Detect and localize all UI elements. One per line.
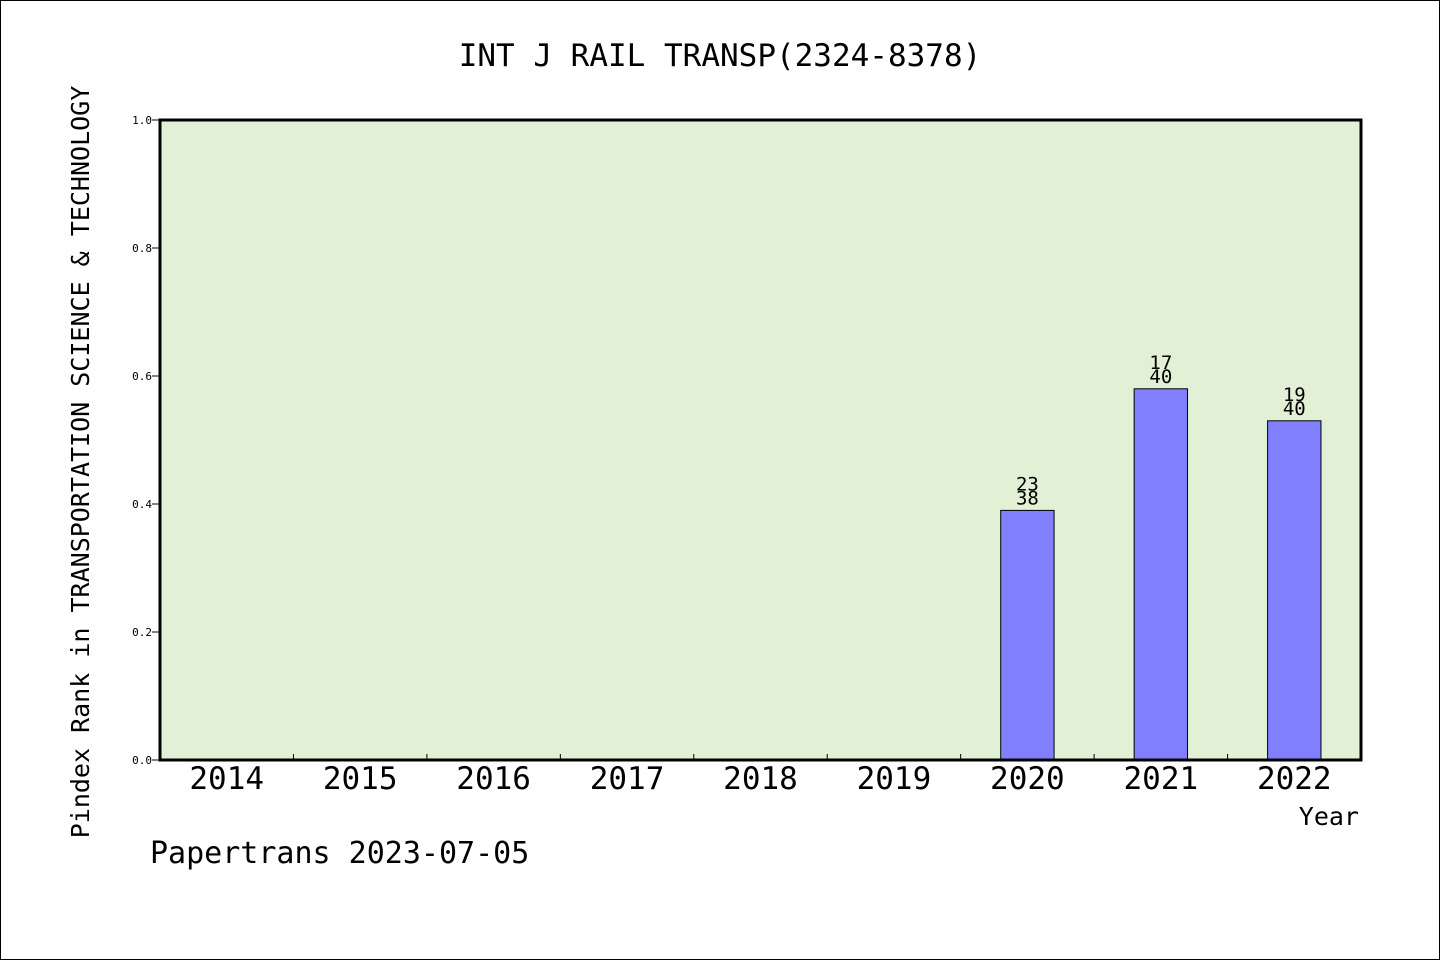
x-tick-label: 2015 [323,761,398,797]
x-tick-label: 2014 [189,761,264,797]
x-tick-label: 2022 [1257,761,1332,797]
bars [1000,388,1322,761]
y-tick-label: 0.6 [132,370,152,383]
bar-rank-label: 17 [1149,352,1172,374]
bar-rank-label: 23 [1016,473,1039,495]
x-tick-label: 2016 [456,761,531,797]
bar-2021 [1133,388,1189,761]
bar-total-label: 40 [1149,366,1172,388]
footer-credit: Papertrans 2023-07-05 [150,836,529,871]
x-axis-label: Year [1299,802,1359,831]
y-tick-label: 0.0 [132,754,152,767]
y-tick-label: 0.8 [132,242,152,255]
x-tick-label: 2018 [723,761,798,797]
bar-total-label: 38 [1016,487,1039,509]
bar-rank-label: 19 [1283,384,1306,406]
bar-2022 [1267,420,1322,761]
x-tick-label: 2021 [1124,761,1199,797]
y-axis-label: Pindex Rank in TRANSPORTATION SCIENCE & … [66,86,95,839]
bar-2020 [1000,509,1055,761]
x-tick-label: 2020 [990,761,1065,797]
x-tick-label: 2019 [857,761,932,797]
plot-border [158,118,1363,762]
chart-title: INT J RAIL TRANSP(2324-8378) [459,38,982,74]
x-axis-ticks: 2014 2015 2016 2017 2018 2019 2020 2021 2022 [189,754,1332,797]
x-tick-label: 2017 [590,761,665,797]
y-axis-ticks: 0.0 0.2 0.4 0.6 0.8 1.0 [132,114,160,767]
bar-total-label: 40 [1283,398,1306,420]
y-tick-label: 1.0 [132,114,152,127]
y-tick-label: 0.4 [132,498,152,511]
y-tick-label: 0.2 [132,626,152,639]
